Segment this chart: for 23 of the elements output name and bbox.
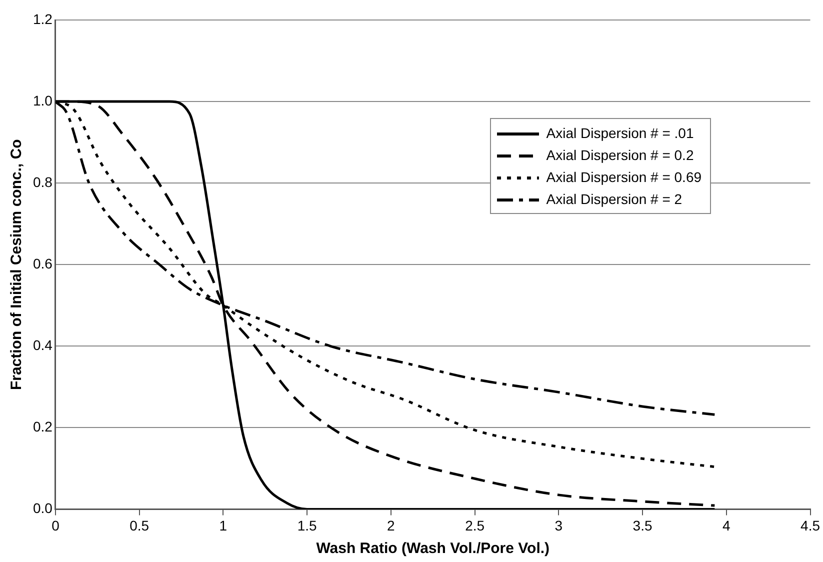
legend-label: Axial Dispersion # = 2 [546,190,682,207]
x-tick-label: 2 [387,517,396,534]
x-tick-label: 0.5 [130,517,150,534]
y-tick-label: 1.2 [32,10,53,27]
y-tick-label: 1.0 [32,92,53,108]
x-tick-label: 1 [219,517,228,534]
legend-label: Axial Dispersion # = 0.2 [546,146,694,163]
x-tick-label: 2.5 [465,517,485,534]
x-tick-label: 1.5 [297,517,318,534]
y-tick-label: 0.4 [32,336,53,353]
y-tick-label: 0.6 [32,255,53,272]
legend-label: Axial Dispersion # = .01 [546,124,694,141]
x-tick-label: 4 [722,517,731,534]
y-tick-label: 0.0 [32,500,53,516]
x-tick-label: 0 [52,517,60,534]
y-tick-label: 0.2 [32,418,53,435]
legend-label: Axial Dispersion # = 0.69 [546,168,702,185]
x-tick-label: 3.5 [632,517,652,534]
y-axis-title: Fraction of Initial Cesium conc., Co [8,139,26,390]
x-tick-label: 4.5 [800,517,820,534]
x-axis-title: Wash Ratio (Wash Vol./Pore Vol.) [316,540,550,558]
x-tick-label: 3 [554,517,563,534]
y-tick-label: 0.8 [32,174,53,190]
